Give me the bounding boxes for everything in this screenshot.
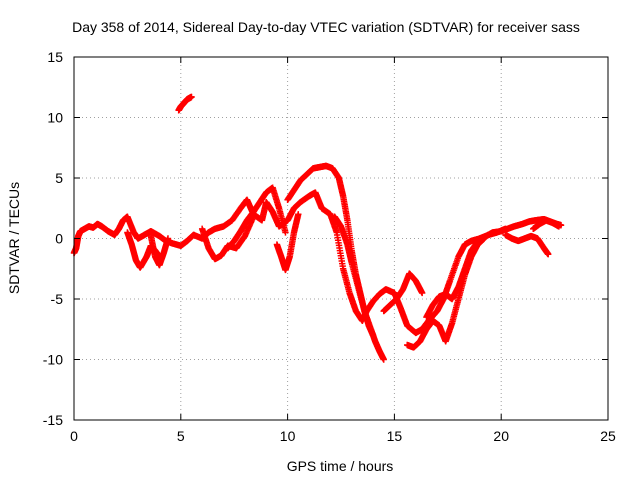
y-tick-label: -5 [51,291,64,307]
series-arc-11 [404,235,488,351]
series-arc-9 [331,213,387,363]
y-tick-label: -15 [43,412,63,428]
y-tick-label: 0 [55,231,63,247]
x-tick-label: 0 [70,428,78,444]
series-arc-3 [147,232,172,269]
y-tick-label: 15 [47,49,63,65]
x-tick-label: 10 [280,428,296,444]
series-arc-10 [380,270,426,315]
data-point [544,251,552,258]
data-point [418,289,426,297]
data-point [380,356,387,363]
x-tick-label: 15 [387,428,403,444]
x-tick-label: 20 [493,428,509,444]
x-tick-label: 5 [177,428,185,444]
x-axis-label: GPS time / hours [287,458,394,474]
data-points [70,93,565,363]
chart-title: Day 358 of 2014, Sidereal Day-to-day VTE… [72,19,580,35]
data-point [164,235,172,242]
x-tick-label: 25 [600,428,616,444]
data-point [282,229,289,236]
data-point [295,211,302,218]
series-arc-7 [273,211,302,274]
series-arc-14 [530,217,563,233]
y-tick-label: 5 [55,170,63,186]
data-point [502,225,509,233]
series-arc-2 [124,229,163,271]
data-point [188,93,195,101]
series-arc-6 [224,184,289,252]
series-arc-4 [175,93,195,114]
data-point [555,223,563,230]
y-tick-label: 10 [47,110,63,126]
series-arc-12 [423,225,509,321]
y-axis-label: SDTVAR / TECUs [6,182,22,294]
axis-ticks: 0 5 10 15 20 25 -15 -10 -5 0 5 10 15 [43,49,616,444]
y-tick-label: -10 [43,352,63,368]
series-arc-13 [502,231,552,258]
